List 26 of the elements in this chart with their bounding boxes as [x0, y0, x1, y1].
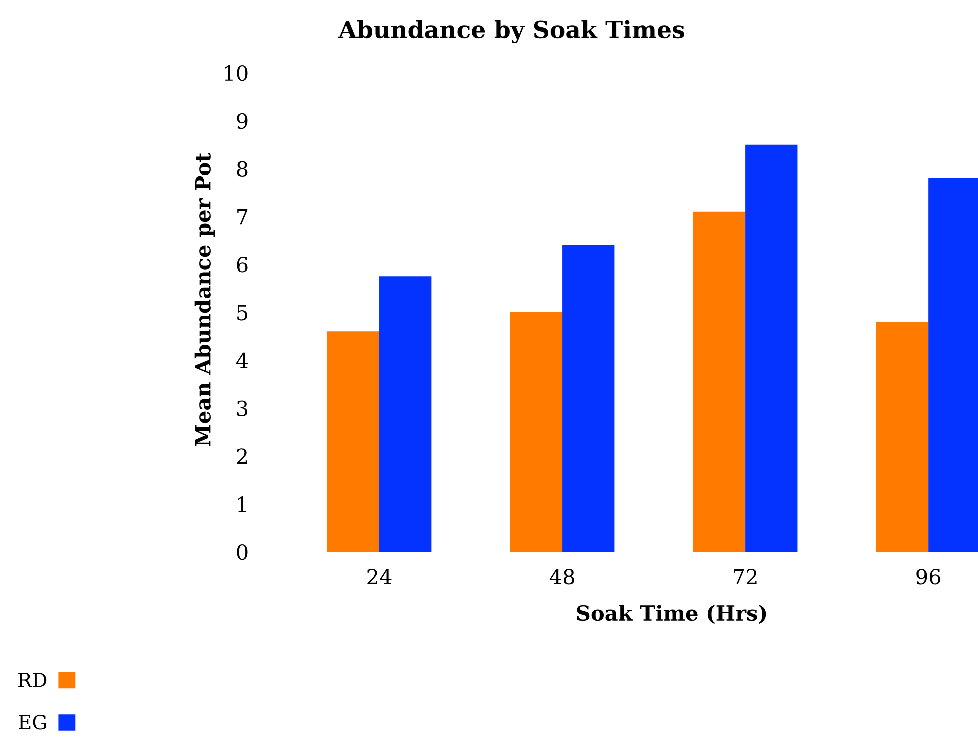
legend-label: RD: [18, 673, 47, 688]
y-tick-label: 7: [238, 209, 248, 225]
x-tick-label: 72: [734, 569, 757, 584]
bar: [510, 312, 563, 552]
y-tick-label: 9: [237, 113, 248, 130]
y-tick-label: 2: [237, 448, 248, 464]
x-tick-label: 96: [916, 569, 941, 585]
x-axis-title: Soak Time (Hrs): [577, 605, 766, 624]
y-axis-title: Mean Abundance per Pot: [194, 152, 215, 446]
x-tick-label: 48: [550, 569, 574, 585]
y-tick-label: 4: [236, 352, 248, 368]
y-tick-label: 6: [237, 257, 248, 273]
y-tick-label: 3: [237, 400, 248, 417]
y-tick-label: 8: [237, 161, 248, 178]
bar: [693, 212, 746, 552]
bar: [327, 332, 380, 552]
bar: [562, 245, 615, 552]
bar: [380, 276, 432, 552]
y-tick-label: 5: [238, 305, 248, 321]
y-tick-label: 10: [225, 65, 248, 82]
y-tick-label: 0: [237, 544, 248, 560]
y-tick-label: 1: [238, 496, 246, 512]
x-tick-label: 24: [368, 569, 392, 584]
legend-label: EG: [19, 715, 46, 730]
bar: [746, 144, 798, 552]
chart-title: Abundance by Soak Times: [338, 20, 684, 44]
